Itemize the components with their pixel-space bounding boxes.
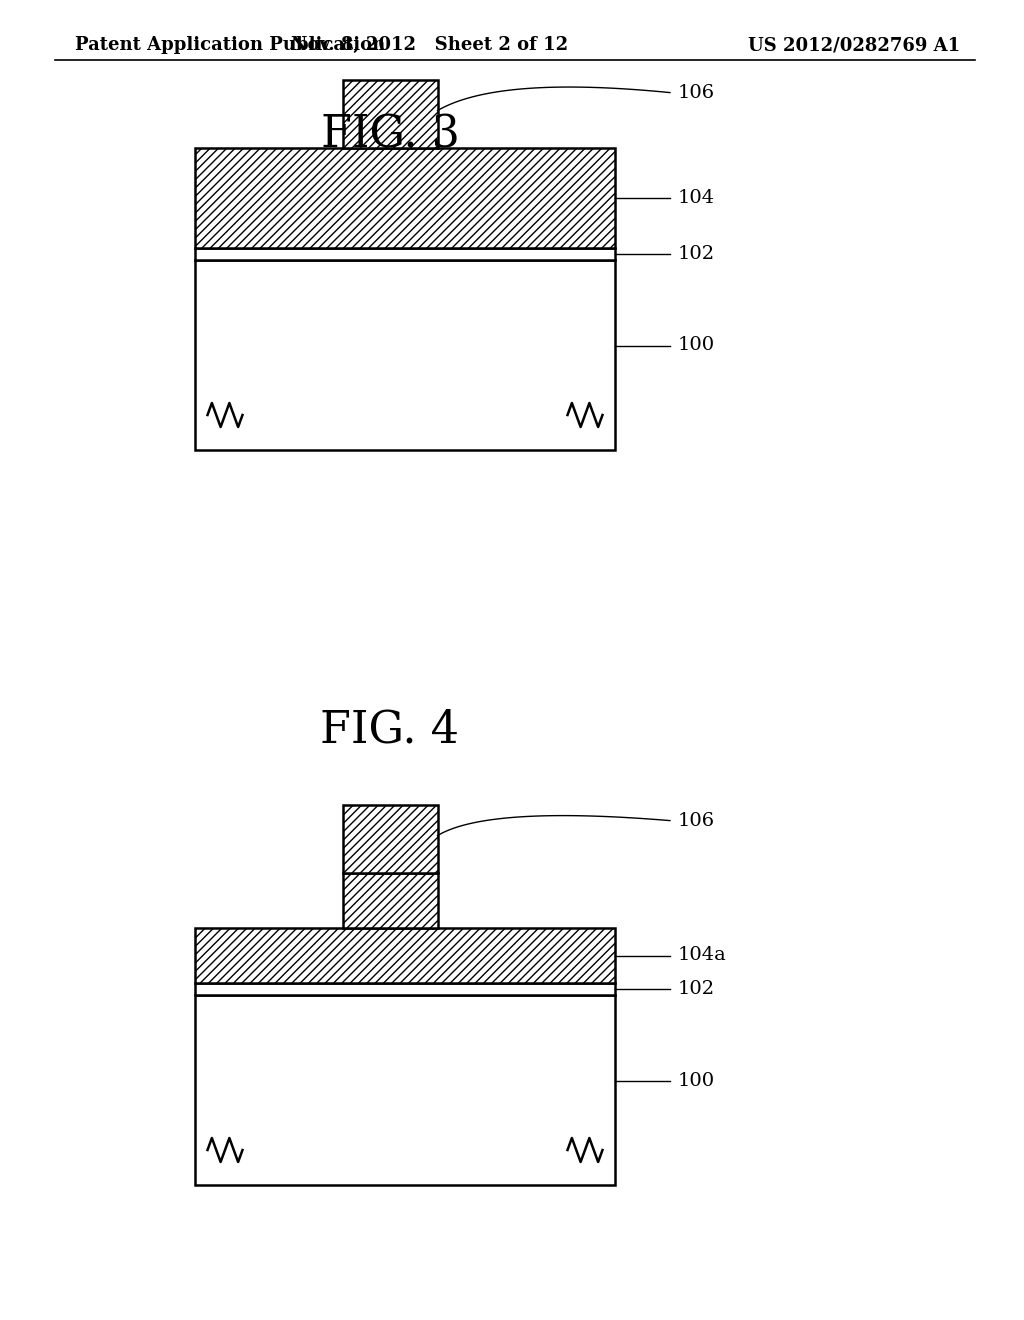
Text: 100: 100 (678, 337, 715, 355)
Bar (195, 148, 615, 248)
Bar (195, 928, 615, 983)
Text: FIG. 3: FIG. 3 (321, 114, 460, 157)
Text: 106: 106 (678, 83, 715, 102)
Bar (195, 248, 615, 260)
Bar (342, 81, 437, 148)
Bar (195, 983, 615, 995)
Bar (195, 995, 615, 1185)
Bar (342, 805, 437, 873)
Text: 102: 102 (678, 246, 715, 263)
Bar (342, 805, 437, 873)
Bar (195, 928, 615, 983)
Text: Patent Application Publication: Patent Application Publication (75, 36, 385, 54)
Text: Nov. 8, 2012   Sheet 2 of 12: Nov. 8, 2012 Sheet 2 of 12 (292, 36, 568, 54)
Text: 106: 106 (678, 812, 715, 829)
Text: 104: 104 (678, 189, 715, 207)
Text: FIG. 4: FIG. 4 (321, 709, 460, 751)
Bar (195, 148, 615, 248)
Bar (195, 260, 615, 450)
Text: 100: 100 (678, 1072, 715, 1089)
Bar (342, 873, 437, 928)
Bar (342, 873, 437, 928)
Text: US 2012/0282769 A1: US 2012/0282769 A1 (748, 36, 961, 54)
Text: 102: 102 (678, 979, 715, 998)
Text: 104a: 104a (678, 946, 727, 965)
Bar (342, 81, 437, 148)
